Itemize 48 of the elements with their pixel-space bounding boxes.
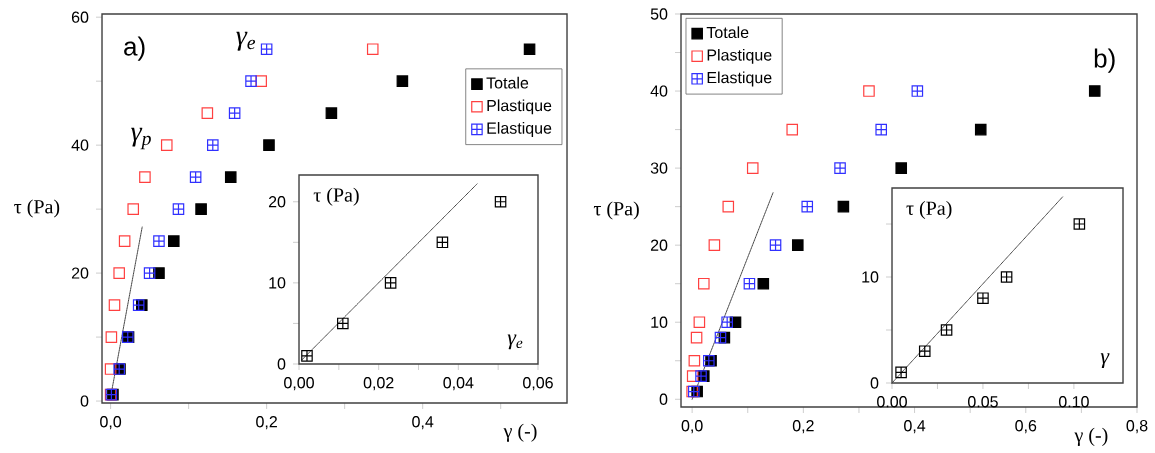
y-axis-title: τ (Pa) bbox=[593, 201, 639, 220]
y-tick-label: 30 bbox=[650, 162, 668, 174]
y-tick-label: 40 bbox=[650, 85, 668, 97]
x-tick-label: 0,2 bbox=[792, 420, 814, 434]
y-tick-label: 0 bbox=[870, 377, 879, 389]
y-tick-label: 50 bbox=[650, 8, 668, 20]
y-tick-label: 10 bbox=[651, 316, 668, 328]
legend-label: Plastique bbox=[707, 48, 772, 64]
x-tick-label: 0,2 bbox=[256, 416, 277, 430]
x-tick-label: 0.00 bbox=[877, 396, 907, 408]
y-axis-title: τ (Pa) bbox=[313, 187, 359, 206]
x-tick-label: 0,6 bbox=[1015, 420, 1037, 434]
x-tick-label: 0,06 bbox=[523, 377, 553, 391]
x-tick-label: 0,02 bbox=[363, 377, 394, 391]
y-tick-label: 60 bbox=[71, 11, 89, 23]
y-tick-label: 20 bbox=[268, 196, 286, 208]
x-axis-title: γ$_{e}$ bbox=[507, 334, 523, 350]
legend-label: Elastique bbox=[707, 71, 772, 87]
y-tick-label: 20 bbox=[650, 239, 668, 251]
x-tick-label: 0,4 bbox=[412, 416, 434, 430]
legend-label: Plastique bbox=[487, 99, 552, 115]
x-tick-label: 0,4 bbox=[904, 420, 926, 434]
annotation: b) bbox=[1094, 48, 1115, 73]
y-tick-label: 0 bbox=[277, 358, 286, 370]
x-tick-label: 0,0 bbox=[100, 416, 122, 430]
x-tick-label: 0,00 bbox=[284, 377, 314, 391]
x-tick-label: 0,04 bbox=[443, 377, 474, 391]
annotation: a) bbox=[124, 36, 145, 61]
x-tick-label: 0.05 bbox=[968, 396, 998, 408]
y-tick-label: 0 bbox=[80, 395, 89, 407]
x-tick-label: 0,0 bbox=[681, 420, 703, 434]
x-tick-label: 0,8 bbox=[1126, 420, 1148, 434]
y-axis-title: τ (Pa) bbox=[906, 200, 952, 220]
annotation: γ$_{e}$ bbox=[236, 31, 256, 51]
annotation: γ$_{p}$ bbox=[131, 127, 151, 150]
x-axis-title: γ (-) bbox=[1074, 427, 1108, 446]
legend-label: Totale bbox=[706, 26, 749, 39]
y-tick-label: 10 bbox=[269, 277, 286, 289]
y-axis-title: τ (Pa) bbox=[14, 199, 60, 218]
x-axis-title: γ bbox=[1100, 353, 1110, 369]
legend-label: Elastique bbox=[487, 122, 552, 137]
y-tick-label: 10 bbox=[862, 271, 879, 283]
y-tick-label: 0 bbox=[659, 393, 668, 405]
y-tick-label: 20 bbox=[71, 267, 89, 279]
y-tick-label: 40 bbox=[71, 139, 89, 151]
x-axis-title: γ (-) bbox=[503, 423, 537, 442]
legend-label: Totale bbox=[486, 76, 529, 89]
x-tick-label: 0.10 bbox=[1058, 396, 1089, 408]
